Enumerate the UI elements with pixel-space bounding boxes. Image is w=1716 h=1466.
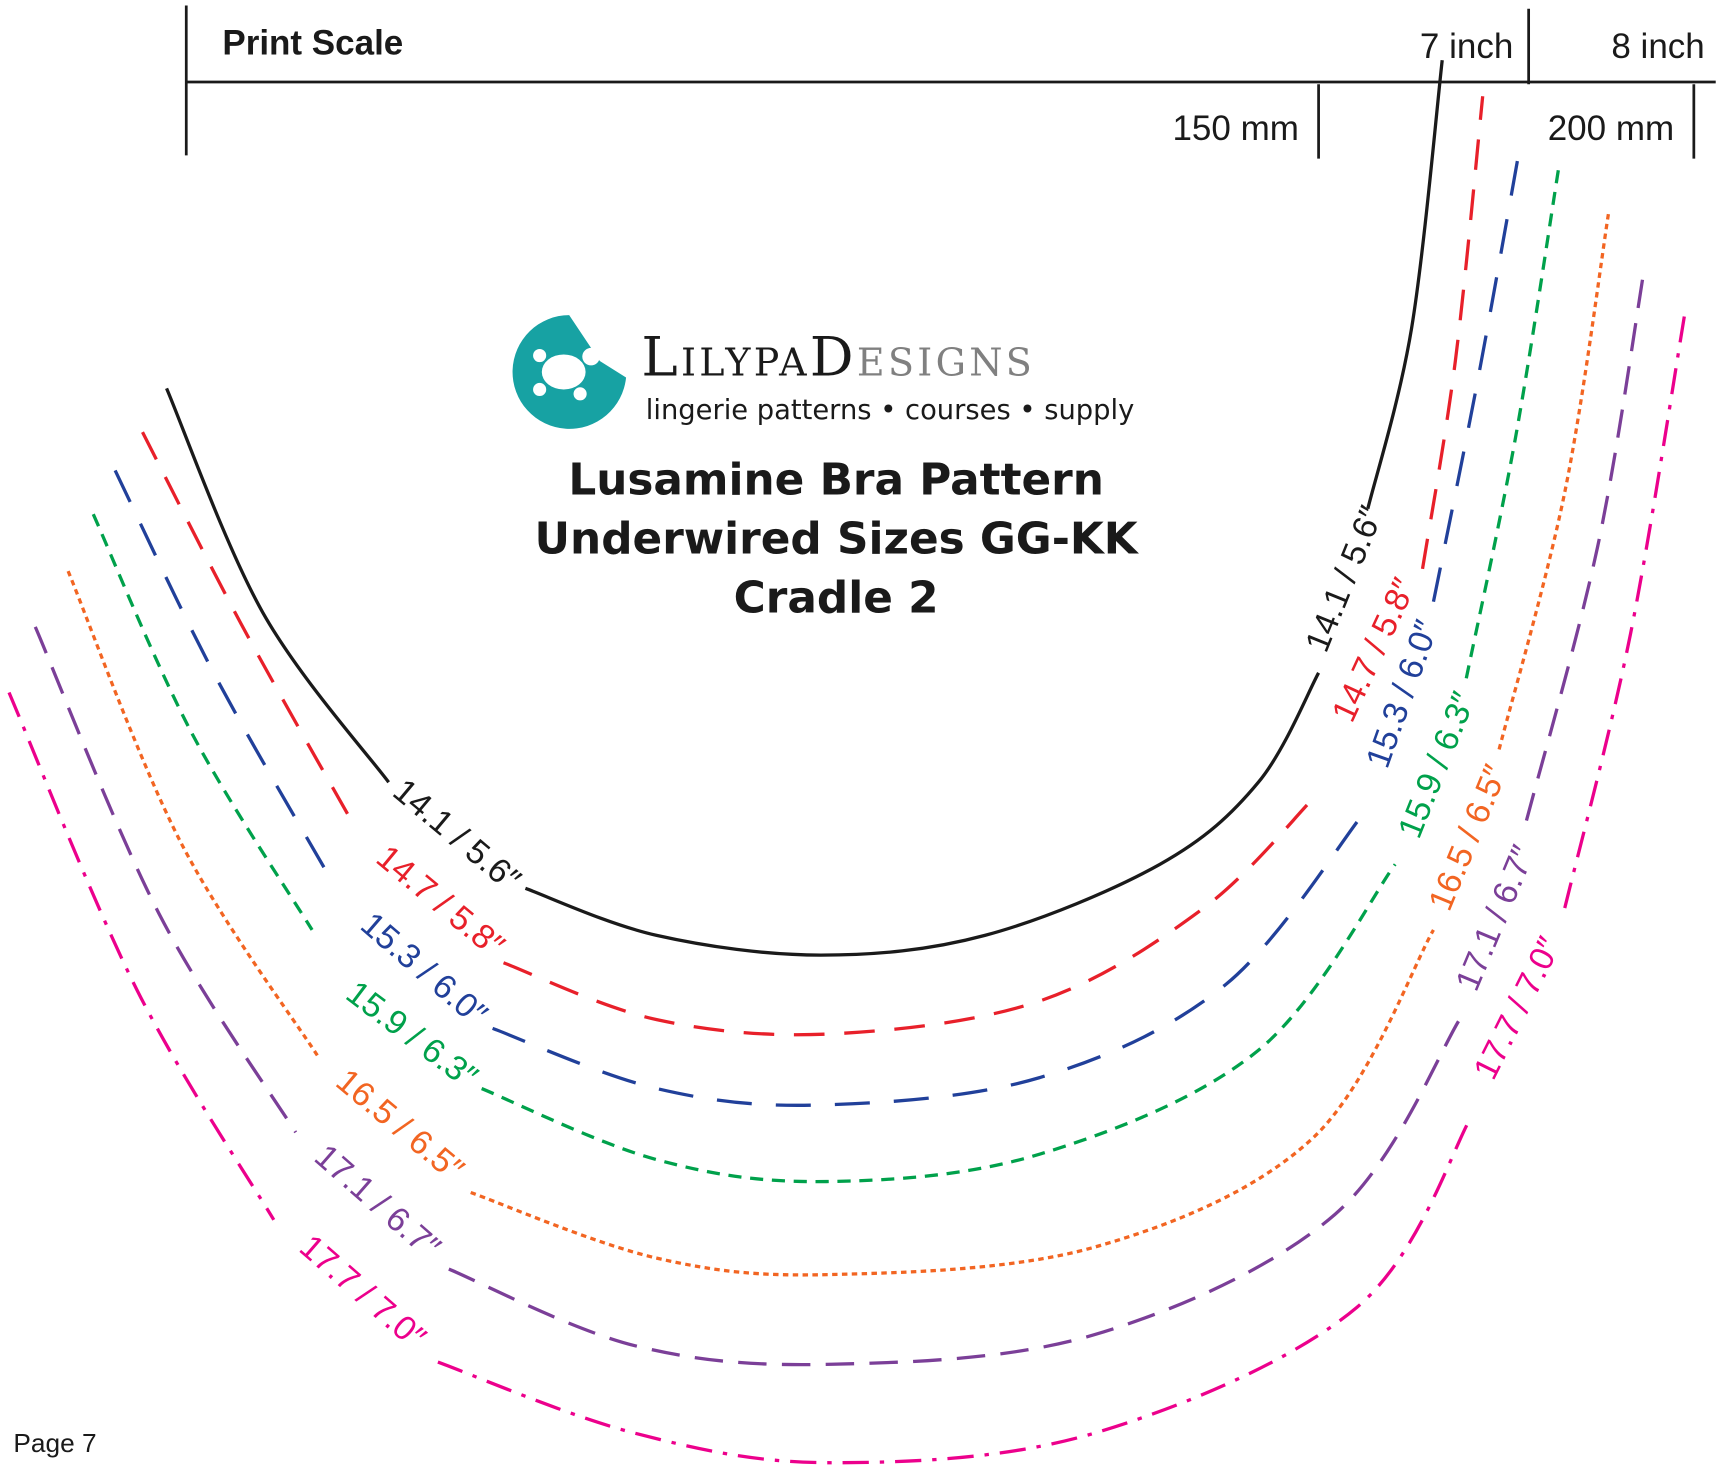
curve-segment	[1420, 96, 1485, 570]
curve-segment	[437, 1115, 1474, 1465]
print-scale-title: Print Scale	[222, 24, 403, 63]
curve-segment	[481, 863, 1397, 1184]
inch-label: 8 inch	[1611, 27, 1704, 66]
curve-segment	[1497, 213, 1611, 750]
curve-segment	[1431, 152, 1521, 603]
turtle-leg	[533, 348, 547, 363]
curve-segment	[165, 387, 390, 784]
page-number: Page 7	[13, 1428, 96, 1458]
title-line: Underwired Sizes GG-KK	[535, 514, 1140, 565]
inch-label: 7 inch	[1420, 27, 1513, 66]
brand-name: LilypaDesigns	[641, 324, 1035, 388]
curve-segment	[141, 431, 350, 816]
mm-label: 150 mm	[1172, 109, 1298, 148]
curve-segment	[91, 513, 314, 931]
curve-segment	[1563, 311, 1687, 909]
curve-segment	[502, 797, 1315, 1037]
curve-segment	[448, 1016, 1463, 1367]
turtle-head	[582, 347, 600, 366]
title-line: Cradle 2	[734, 573, 939, 624]
mm-label: 200 mm	[1548, 109, 1674, 148]
curve-segment	[524, 672, 1321, 957]
brand-first: LilypaD	[641, 324, 857, 388]
turtle-icon	[541, 354, 586, 390]
cradle-curves: 14.1 / 5.6″14.1 / 5.6″14.7 / 5.8″14.7 / …	[7, 59, 1687, 1465]
tagline: lingerie patterns • courses • supply	[646, 395, 1135, 426]
brand-second: esigns	[857, 324, 1035, 388]
curve-segment	[33, 626, 298, 1134]
curve-segment	[1524, 273, 1646, 821]
curve-segment	[492, 814, 1364, 1107]
print-scale-ruler: Print Scale 7 inch 8 inch 150 mm 200 mm	[184, 5, 1716, 159]
logo: LilypaDesigns lingerie patterns • course…	[512, 315, 1135, 429]
curve-segment	[470, 929, 1435, 1277]
curve-segment	[1366, 59, 1444, 510]
curve-segment	[113, 469, 330, 877]
turtle-leg	[573, 387, 587, 401]
curve-segment	[66, 570, 319, 1057]
curve-segment	[7, 691, 276, 1221]
turtle-leg	[533, 382, 547, 397]
title-line: Lusamine Bra Pattern	[568, 455, 1104, 506]
curve-segment	[1464, 163, 1561, 679]
